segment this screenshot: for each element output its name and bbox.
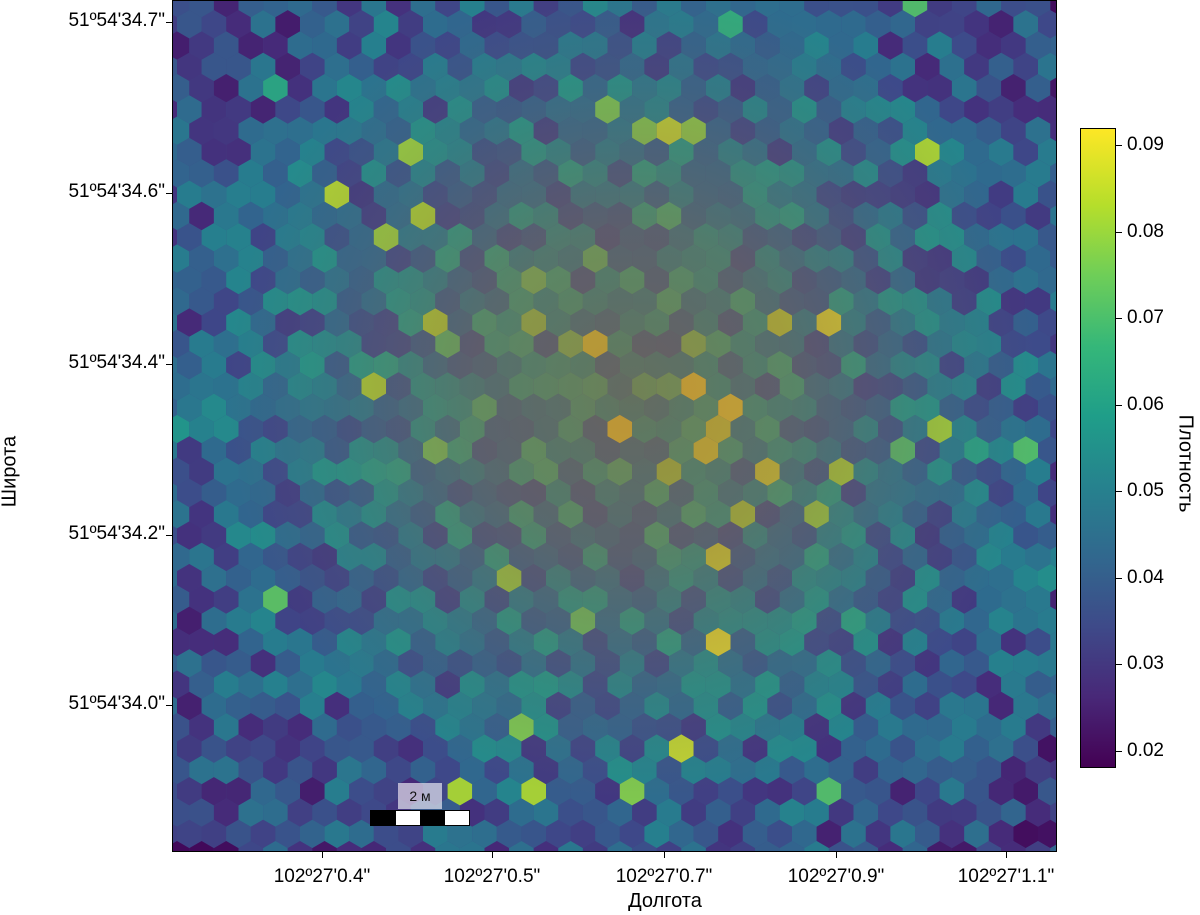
x-tick-label: 102º27'0.5" (443, 866, 541, 887)
colorbar-tick-label: 0.06 (1127, 393, 1164, 415)
y-tick (166, 705, 172, 706)
y-tick (166, 22, 172, 23)
y-axis-label: Широта (0, 435, 21, 508)
colorbar-tick-label: 0.03 (1127, 653, 1164, 675)
y-tick-label: 51º54'34.4" (68, 352, 165, 373)
x-tick-label: 102º27'0.7" (615, 866, 713, 887)
colorbar-tick (1116, 145, 1122, 147)
map-plot-area[interactable]: 2 м N (172, 0, 1057, 852)
colorbar-tick (1116, 491, 1122, 493)
y-tick (166, 193, 172, 194)
x-tick-label: 102º27'1.1" (957, 866, 1055, 887)
colorbar-label: Плотность (1174, 414, 1197, 513)
y-tick-label: 51º54'34.7" (68, 10, 165, 31)
x-tick (664, 852, 665, 858)
y-tick-label: 51º54'34.2" (68, 523, 165, 544)
colorbar-tick-label: 0.05 (1127, 480, 1164, 502)
colorbar-tick (1116, 318, 1122, 320)
colorbar-tick-label: 0.08 (1127, 220, 1164, 242)
scale-bar-segments (370, 810, 470, 826)
scale-bar-label: 2 м (398, 783, 442, 809)
y-tick-label: 51º54'34.6" (68, 181, 165, 202)
x-tick (492, 852, 493, 858)
colorbar-tick (1116, 664, 1122, 666)
colorbar-tick (1116, 404, 1122, 406)
colorbar-tick (1116, 577, 1122, 579)
x-tick-label: 102º27'0.4" (273, 866, 371, 887)
colorbar-tick-label: 0.07 (1127, 307, 1164, 329)
colorbar-tick-label: 0.04 (1127, 566, 1164, 588)
x-tick-label: 102º27'0.9" (787, 866, 885, 887)
colorbar (1080, 128, 1116, 768)
y-tick-label: 51º54'34.0" (68, 693, 165, 714)
x-tick (836, 852, 837, 858)
colorbar-tick (1116, 750, 1122, 752)
y-tick (166, 364, 172, 365)
colorbar-tick-label: 0.02 (1127, 739, 1164, 761)
y-tick (166, 535, 172, 536)
x-tick (1006, 852, 1007, 858)
x-tick (322, 852, 323, 858)
x-axis-label: Долгота (628, 890, 702, 912)
colorbar-tick (1116, 231, 1122, 233)
colorbar-tick-label: 0.09 (1127, 134, 1164, 156)
hexbin-layer (173, 1, 1056, 851)
